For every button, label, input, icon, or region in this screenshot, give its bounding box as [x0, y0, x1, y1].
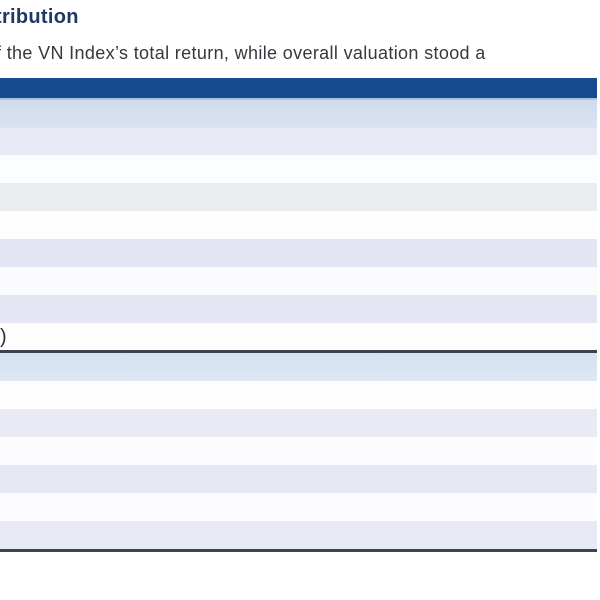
section-title-fragment: tribution — [0, 6, 79, 28]
table-row — [0, 183, 597, 211]
row-label-paren-fragment: ) — [0, 326, 7, 348]
table-row — [0, 100, 597, 128]
table-row — [0, 381, 597, 409]
return-attribution-table — [0, 78, 597, 552]
section-separator-line — [0, 350, 597, 353]
table-row — [0, 409, 597, 437]
table-section-upper — [0, 100, 597, 350]
table-row — [0, 211, 597, 239]
table-row — [0, 239, 597, 267]
table-row — [0, 295, 597, 323]
table-bottom-border-line — [0, 549, 597, 552]
table-row — [0, 493, 597, 521]
table-row — [0, 521, 597, 549]
commentary-text-fragment: f the VN Index’s total return, while ove… — [0, 43, 486, 63]
table-row — [0, 437, 597, 465]
table-row — [0, 267, 597, 295]
table-row — [0, 465, 597, 493]
table-row — [0, 353, 597, 381]
table-row — [0, 323, 597, 350]
table-header-row — [0, 78, 597, 100]
bottom-margin — [0, 553, 600, 600]
table-row — [0, 128, 597, 155]
table-section-lower — [0, 353, 597, 549]
table-row — [0, 155, 597, 183]
